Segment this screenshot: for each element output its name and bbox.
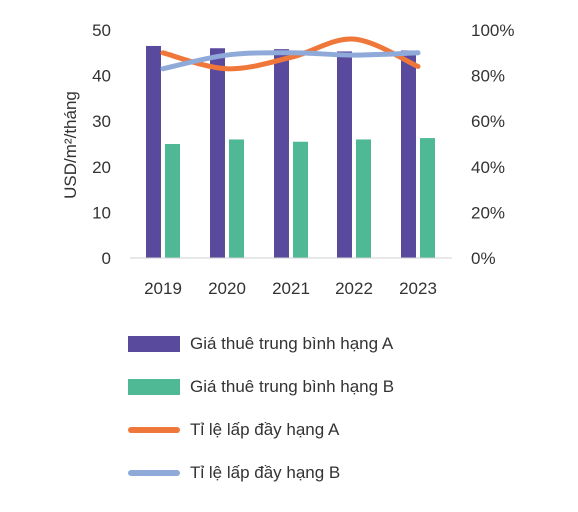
y2-tick-label: 60% [471, 112, 505, 131]
y-tick-label: 50 [92, 21, 111, 40]
y-tick-label: 20 [92, 158, 111, 177]
x-tick-label: 2022 [335, 279, 373, 298]
y-tick-label: 10 [92, 203, 111, 222]
y-tick-label: 40 [92, 67, 111, 86]
x-tick-label: 2021 [272, 279, 310, 298]
y2-tick-label: 20% [471, 203, 505, 222]
legend-label: Giá thuê trung bình hạng B [190, 376, 395, 396]
y-axis-ticks: 0 10 20 30 40 50 [92, 21, 111, 268]
bars-layer [146, 45, 435, 259]
legend-item: Giá thuê trung bình hạng A [128, 322, 394, 365]
x-tick-label: 2019 [144, 279, 182, 298]
legend-swatch-bar [128, 335, 180, 352]
y2-tick-label: 0% [471, 249, 496, 268]
bar-a-2023 [401, 50, 416, 258]
legend-label: Giá thuê trung bình hạng A [190, 333, 394, 353]
bar-b-2020 [229, 139, 244, 258]
legend-swatch-line [128, 469, 180, 476]
line-b [160, 50, 421, 72]
y2-tick-label: 80% [471, 67, 505, 86]
y2-tick-label: 40% [471, 158, 505, 177]
lines-layer [160, 36, 421, 72]
bar-b-2021 [293, 141, 308, 258]
y2-tick-label: 100% [471, 21, 514, 40]
bar-a-2020 [210, 48, 225, 258]
bar-b-2023 [420, 138, 435, 258]
legend-item: Tỉ lệ lấp đầy hạng A [128, 408, 394, 451]
line-a [160, 36, 421, 72]
legend-item: Giá thuê trung bình hạng B [128, 365, 394, 408]
legend-label: Tỉ lệ lấp đầy hạng B [190, 462, 341, 482]
legend: Giá thuê trung bình hạng A Giá thuê trung… [128, 322, 394, 494]
bar-a-2022 [337, 51, 352, 258]
bar-a-2021 [274, 49, 289, 258]
bar-b-2019 [165, 144, 180, 258]
legend-swatch-line [128, 426, 180, 433]
legend-swatch-bar [128, 378, 180, 395]
legend-label: Tỉ lệ lấp đầy hạng A [190, 419, 340, 439]
y-tick-label: 30 [92, 112, 111, 131]
y2-axis-ticks: 0% 20% 40% 60% 80% 100% [471, 21, 514, 268]
y-tick-label: 0 [102, 249, 111, 268]
x-tick-label: 2023 [399, 279, 437, 298]
bar-a-2019 [146, 45, 161, 259]
legend-item: Tỉ lệ lấp đầy hạng B [128, 451, 394, 494]
x-tick-label: 2020 [208, 279, 246, 298]
x-axis-ticks: 2019 2020 2021 2022 2023 [144, 279, 437, 298]
bar-b-2022 [356, 139, 371, 258]
y-axis-label: USD/m²/tháng [61, 91, 80, 199]
